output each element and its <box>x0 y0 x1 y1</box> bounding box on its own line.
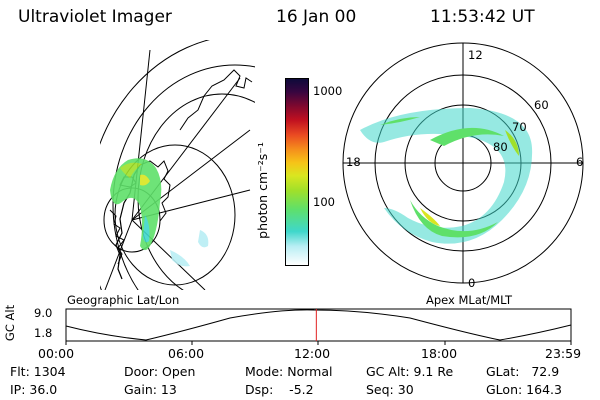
polar-plot-label: Apex MLat/MLT <box>426 293 513 307</box>
mlt-18-label: 18 <box>346 155 361 169</box>
status-gain: Gain: 13 <box>124 382 177 397</box>
app-title: Ultraviolet Imager <box>18 7 172 27</box>
altitude-curve <box>65 309 572 341</box>
coastline <box>109 209 125 265</box>
time-tick-2359: 23:59 <box>545 346 582 361</box>
time-tick-1800: 18:00 <box>421 346 458 361</box>
colorbar-tick-100: 100 <box>313 195 335 209</box>
altitude-ticks <box>65 341 572 345</box>
altitude-strip-frame <box>65 308 572 342</box>
status-mode: Mode: Normal <box>245 364 333 379</box>
time-tick-1200: 12:00 <box>294 346 331 361</box>
mlt-0-label: 0 <box>468 276 476 290</box>
status-door: Door: Open <box>124 364 196 379</box>
colorbar-tick-1000: 1000 <box>313 84 343 98</box>
lat-circle <box>112 64 255 290</box>
status-seq: Seq: 30 <box>366 382 414 397</box>
lat-80-label: 80 <box>493 140 508 154</box>
lat-70-label: 70 <box>512 120 527 134</box>
meridian-line <box>104 219 133 290</box>
aurora-emission-geo <box>110 158 209 267</box>
mlt-6-label: 6 <box>576 155 584 169</box>
time-label: 11:53:42 UT <box>430 7 535 27</box>
coastline <box>139 160 171 222</box>
colorbar <box>285 78 309 266</box>
status-flt: Flt: 1304 <box>10 364 66 379</box>
aurora-oval <box>360 108 533 244</box>
status-gc-alt: GC Alt: 9.1 Re <box>366 364 454 379</box>
status-dsp: Dsp: -5.2 <box>245 382 314 397</box>
status-glat: GLat: 72.9 <box>486 364 560 379</box>
time-tick-0600: 06:00 <box>168 346 205 361</box>
lat-60-label: 60 <box>534 98 549 112</box>
altitude-min-label: 1.8 <box>34 326 53 340</box>
time-tick-0000: 00:00 <box>38 346 75 361</box>
status-glon: GLon: 164.3 <box>486 382 562 397</box>
geographic-map-label: Geographic Lat/Lon <box>67 293 180 307</box>
mlt-12-label: 12 <box>468 48 483 62</box>
coastline <box>179 69 253 131</box>
altitude-max-label: 9.0 <box>34 306 53 320</box>
date-label: 16 Jan 00 <box>276 7 357 27</box>
status-ip: IP: 36.0 <box>10 382 58 397</box>
